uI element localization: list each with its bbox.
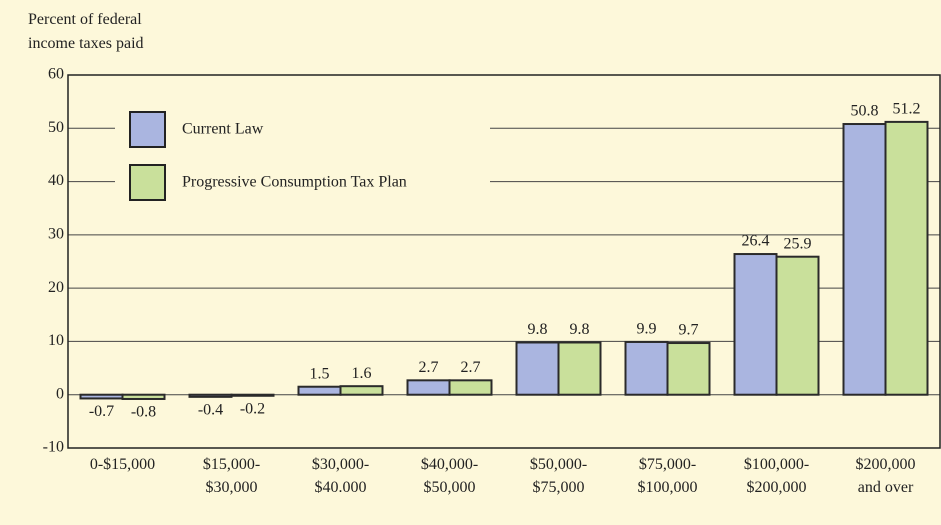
value-label: 2.7: [419, 359, 439, 376]
bar: [733, 253, 778, 396]
value-label: 9.8: [570, 321, 590, 338]
bar: [666, 342, 711, 396]
bar: [448, 379, 493, 396]
value-label: 1.5: [310, 365, 330, 382]
x-tick-label: $75,000-$100,000: [638, 456, 698, 496]
y-axis-label: Percent of federal income taxes paid: [28, 11, 144, 52]
bar: [230, 393, 275, 397]
value-label: 50.8: [851, 103, 879, 120]
bar: [297, 385, 342, 396]
bar: [121, 393, 166, 400]
y-tick-label: 20: [48, 279, 64, 296]
y-tick-label: 0: [56, 385, 64, 402]
bar: [775, 255, 820, 396]
x-tick-label: $40,000-$50,000: [421, 456, 478, 496]
y-tick-label: 60: [48, 66, 64, 83]
legend-label: Progressive Consumption Tax Plan: [182, 174, 407, 191]
value-label: -0.7: [89, 403, 114, 420]
value-label: 9.9: [637, 321, 657, 338]
value-label: 25.9: [784, 235, 812, 252]
value-label: 51.2: [893, 101, 921, 118]
y-tick-label: 10: [48, 332, 64, 349]
y-tick-label: 30: [48, 226, 64, 243]
bar: [339, 385, 384, 396]
bar: [557, 341, 602, 396]
bar: [79, 393, 124, 400]
legend-swatch: [129, 111, 166, 148]
x-tick-label: $15,000-$30,000: [203, 456, 260, 496]
bar: [842, 123, 887, 396]
value-label: -0.8: [131, 404, 156, 421]
y-tick-label: 50: [48, 119, 64, 136]
x-tick-label: $200,000 and over: [856, 456, 916, 496]
bar: [515, 341, 560, 396]
bar: [624, 340, 669, 396]
x-tick-label: $100,000-$200,000: [744, 456, 809, 496]
value-label: 9.8: [528, 321, 548, 338]
value-label: -0.2: [240, 400, 265, 417]
value-label: 9.7: [679, 322, 699, 339]
x-tick-label: $50,000-$75,000: [530, 456, 587, 496]
legend-background: [115, 100, 490, 212]
x-tick-label: 0-$15,000: [90, 456, 155, 473]
legend-label: Current Law: [182, 121, 264, 138]
legend-swatch: [129, 164, 166, 201]
bar: [884, 120, 929, 396]
value-label: 1.6: [352, 365, 372, 382]
bar: [188, 393, 233, 398]
value-label: 26.4: [742, 233, 770, 250]
y-tick-label: -10: [43, 439, 64, 456]
bar: [406, 379, 451, 396]
plot-border: [67, 74, 941, 449]
value-label: -0.4: [198, 402, 223, 419]
y-tick-label: 40: [48, 172, 64, 189]
x-tick-label: $30,000-$40.000: [312, 456, 369, 496]
value-label: 2.7: [461, 359, 481, 376]
